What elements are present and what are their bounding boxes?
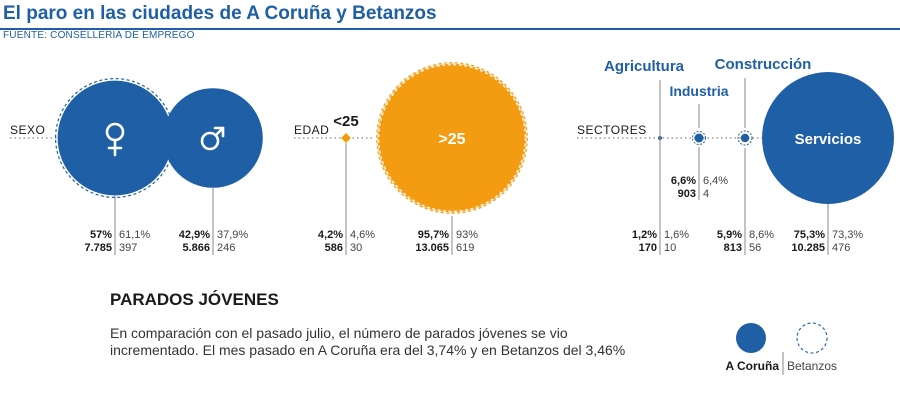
agricultura-pct-betanzos: 1,6% [664,229,689,241]
construccion-count-betanzos: 56 [749,242,761,254]
female-count-betanzos: 397 [119,242,137,254]
over25-label: >25 [438,131,465,148]
under25-pct-coruna: 4,2% [318,229,343,241]
over25-bubble-betanzos-circle [378,64,526,212]
female-pct-betanzos: 61,1% [119,229,150,241]
section-title: PARADOS JÓVENES [110,290,279,309]
male-count-coruna: 5.866 [182,242,210,254]
agricultura-count-coruna: 170 [639,242,657,254]
servicios-label: Servicios [795,131,862,148]
legend-betanzos-swatch [796,322,828,354]
servicios-count-coruna: 10.285 [791,242,825,254]
female-pct-coruna: 57% [90,229,112,241]
over25-pct-betanzos: 93% [456,229,478,241]
industria-count-coruna: 903 [678,188,696,200]
over25-pct-coruna: 95,7% [418,229,449,241]
male-count-betanzos: 246 [217,242,235,254]
construccion-bubble [740,133,750,143]
male-pct-coruna: 42,9% [179,229,210,241]
group-label-sexo: SEXO [10,123,45,137]
agricultura-count-betanzos: 10 [664,242,676,254]
chart-title: El paro en las ciudades de A Coruña y Be… [3,3,437,24]
under25-bubble [341,133,351,143]
construccion-pct-betanzos: 8,6% [749,229,774,241]
industria-label: Industria [669,83,728,99]
agricultura-label: Agricultura [604,58,685,75]
over25-count-betanzos: 619 [456,242,474,254]
male-bubble-betanzos-circle [165,90,261,186]
section-body: En comparación con el pasado julio, el n… [110,325,626,358]
title-rule [0,28,900,30]
over25-bubble-betanzos-outline [376,62,528,214]
servicios-pct-coruna: 75,3% [794,229,825,241]
chart-source: FUENTE: CONSELLERÍA DE EMPREGO [3,30,195,41]
construccion-betanzos-circle [737,130,753,146]
construccion-pct-coruna: 5,9% [717,229,742,241]
male-pct-betanzos: 37,9% [217,229,248,241]
legend-coruna-swatch [736,323,766,353]
industria-count-betanzos: 4 [703,188,709,200]
servicios-count-betanzos: 476 [832,242,850,254]
under25-count-betanzos: 30 [350,242,362,254]
under25-count-coruna: 586 [325,242,343,254]
industria-bubble [694,133,704,143]
servicios-bubble-coruna-circle [762,72,894,204]
construccion-count-coruna: 813 [724,242,742,254]
construccion-label: Construcción [715,56,812,73]
industria-betanzos-circle [692,131,706,145]
male-symbol-icon [200,126,225,151]
servicios-bubble-betanzos-circle [762,72,894,204]
legend-coruna-label: A Coruña [725,359,779,373]
under25-label: <25 [333,113,358,130]
male-bubble-coruna-circle [163,88,263,188]
industria-pct-coruna: 6,6% [671,175,696,187]
legend-betanzos-label: Betanzos [787,359,837,373]
servicios-pct-betanzos: 73,3% [832,229,863,241]
female-symbol-icon [105,122,125,157]
agricultura-pct-coruna: 1,2% [632,229,657,241]
over25-count-coruna: 13.065 [415,242,449,254]
group-label-sectores: SECTORES [577,123,647,137]
industria-pct-betanzos: 6,4% [703,175,728,187]
group-label-edad: EDAD [294,123,329,137]
over25-bubble-coruna-circle [377,63,527,213]
female-count-coruna: 7.785 [84,242,112,254]
female-bubble-coruna-circle [57,80,173,196]
under25-pct-betanzos: 4,6% [350,229,375,241]
